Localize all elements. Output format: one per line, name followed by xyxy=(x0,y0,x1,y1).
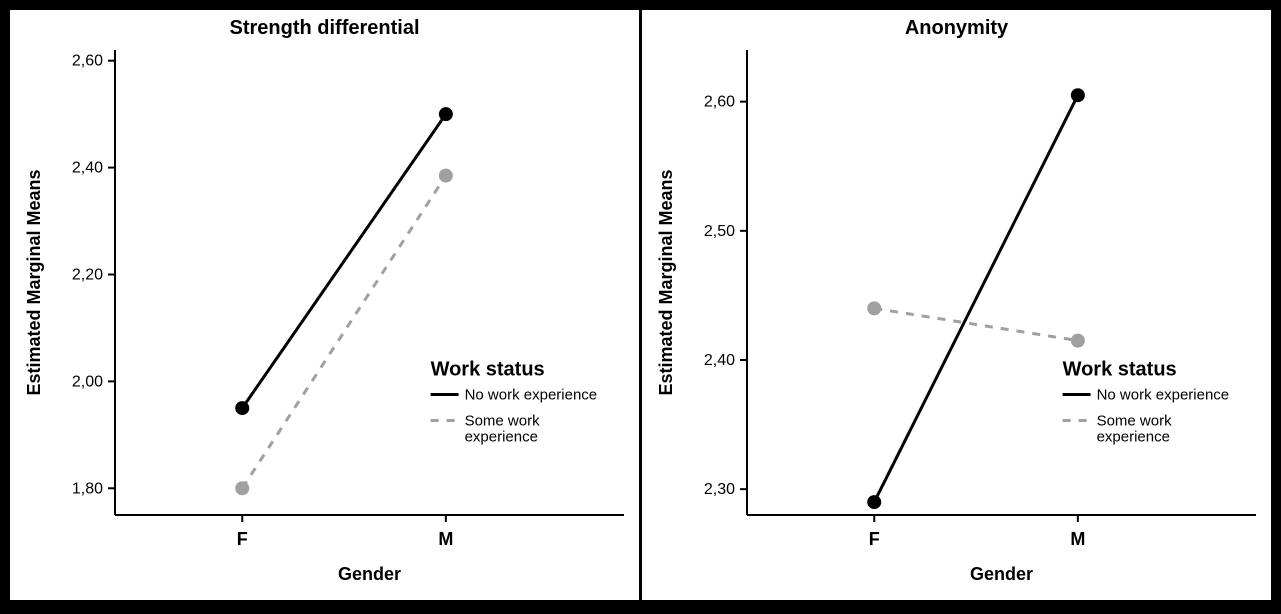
right-ylabel: Estimated Marginal Means xyxy=(656,169,676,395)
right-chart-svg: Anonymity 2,30 2,40 2,50 2,60 F M Gender Estimat… xyxy=(642,10,1271,600)
right-series-marker-0-0 xyxy=(867,495,881,509)
right-xtick-label: F xyxy=(869,529,880,549)
right-ytick-label: 2,40 xyxy=(704,352,735,369)
right-series-marker-1-1 xyxy=(1071,334,1085,348)
left-ytick-label: 2,40 xyxy=(72,160,103,177)
left-xlabel: Gender xyxy=(338,564,401,584)
left-xtick-label: M xyxy=(438,529,453,549)
right-legend-title: Work status xyxy=(1063,359,1177,381)
right-xlabel: Gender xyxy=(970,564,1033,584)
left-ytick-label: 1,80 xyxy=(72,480,103,497)
left-legend-title: Work status xyxy=(431,359,545,381)
left-series-marker-1-1 xyxy=(439,169,453,183)
panels-row: Strength differential 1,80 2,00 2,20 2,40 2,6… xyxy=(10,10,1271,600)
left-legend-label-1: experience xyxy=(465,429,538,446)
left-title: Strength differential xyxy=(229,17,419,39)
left-series-line-0 xyxy=(242,114,446,408)
left-ytick-label: 2,20 xyxy=(72,266,103,283)
right-series-line-0 xyxy=(874,95,1078,502)
right-ytick-label: 2,60 xyxy=(704,94,735,111)
left-legend-label-0: No work experience xyxy=(465,387,598,404)
left-legend-label-1: Some work xyxy=(465,413,541,430)
right-legend-label-1: Some work xyxy=(1097,413,1173,430)
left-chart-svg: Strength differential 1,80 2,00 2,20 2,40 2,6… xyxy=(10,10,639,600)
left-series-marker-1-0 xyxy=(235,481,249,495)
right-series-marker-0-1 xyxy=(1071,88,1085,102)
right-xtick-label: M xyxy=(1070,529,1085,549)
figure-frame: Strength differential 1,80 2,00 2,20 2,40 2,6… xyxy=(0,0,1281,614)
left-series-line-1 xyxy=(242,176,446,489)
right-series-marker-1-0 xyxy=(867,301,881,315)
left-xtick-label: F xyxy=(237,529,248,549)
left-panel: Strength differential 1,80 2,00 2,20 2,40 2,6… xyxy=(10,10,639,600)
right-panel: Anonymity 2,30 2,40 2,50 2,60 F M Gender Estimat… xyxy=(639,10,1271,600)
right-title: Anonymity xyxy=(905,17,1009,39)
left-ylabel: Estimated Marginal Means xyxy=(24,169,44,395)
right-ytick-label: 2,50 xyxy=(704,223,735,240)
right-ytick-label: 2,30 xyxy=(704,481,735,498)
right-legend-label-1: experience xyxy=(1097,429,1170,446)
left-series-marker-0-0 xyxy=(235,401,249,415)
right-series-line-1 xyxy=(874,308,1078,340)
left-ytick-label: 2,00 xyxy=(72,373,103,390)
left-ytick-label: 2,60 xyxy=(72,53,103,70)
left-series-marker-0-1 xyxy=(439,107,453,121)
right-legend-label-0: No work experience xyxy=(1097,387,1230,404)
